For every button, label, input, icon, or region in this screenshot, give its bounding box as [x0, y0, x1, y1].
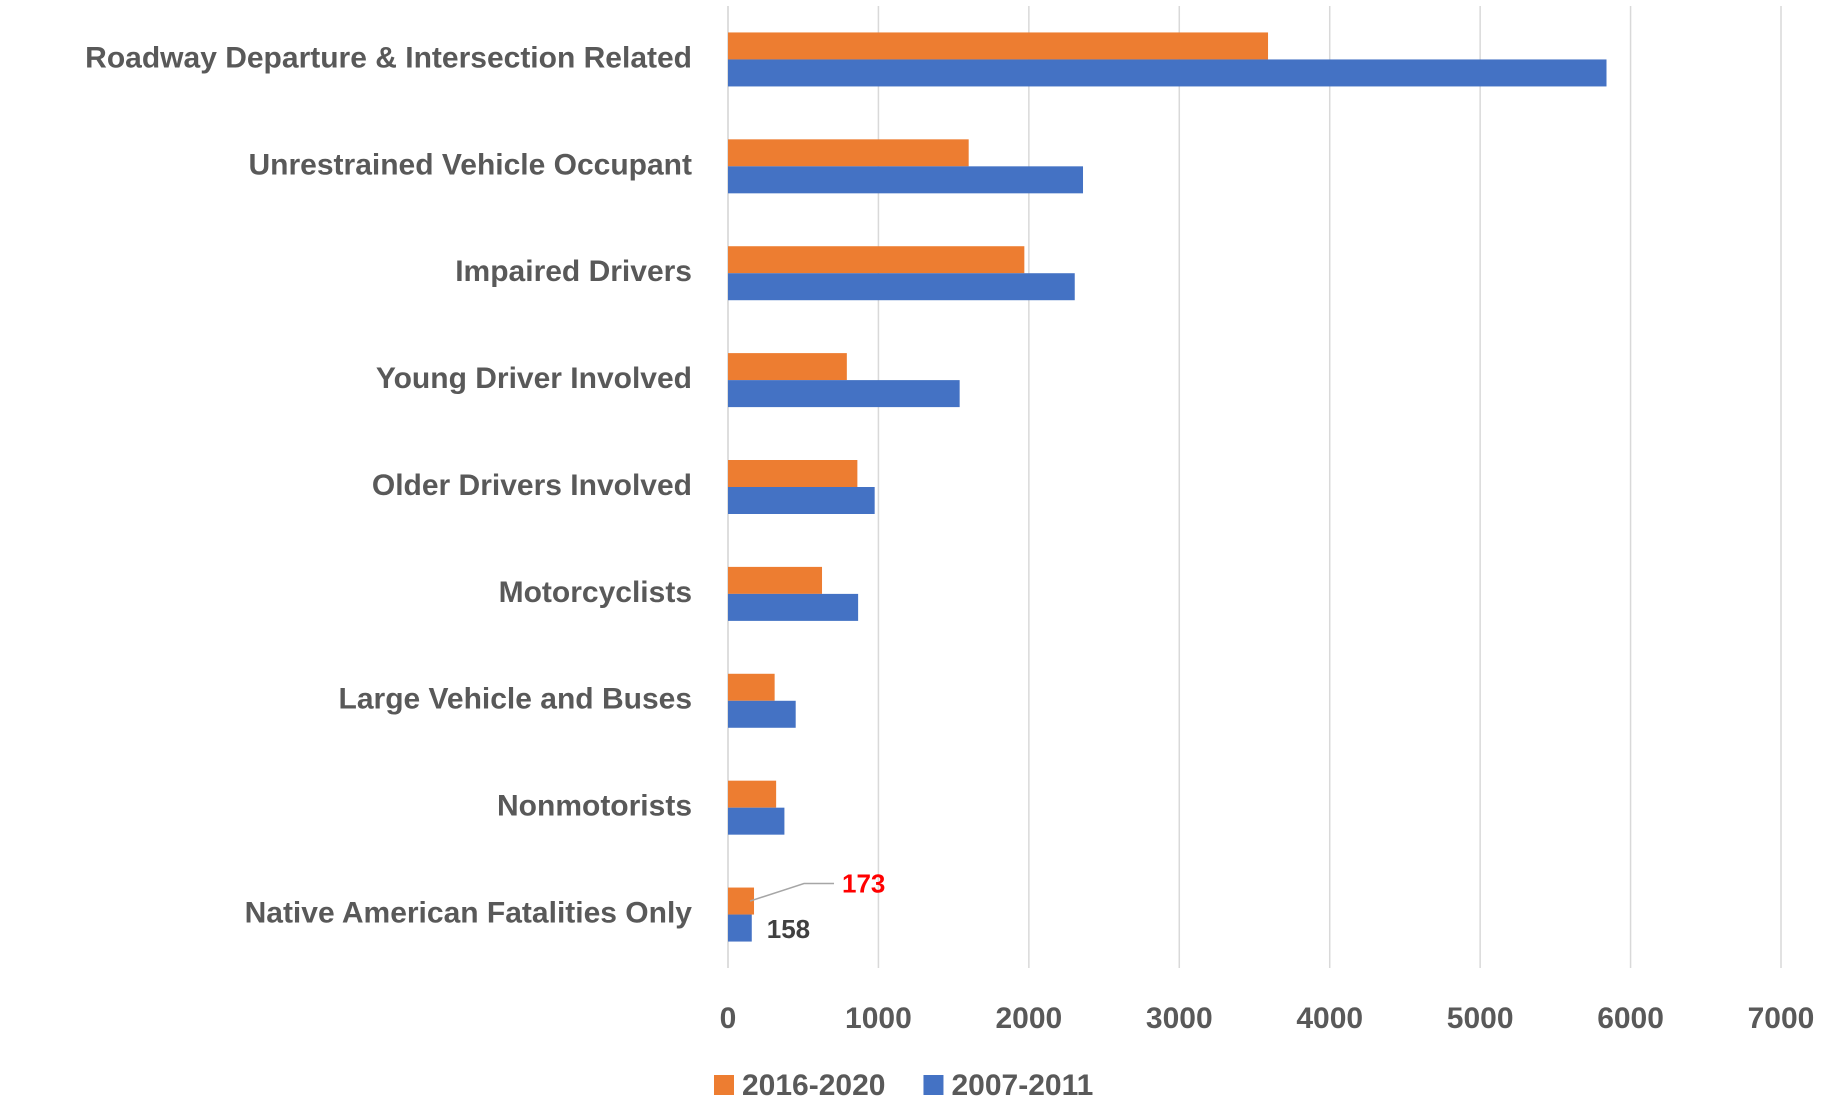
- legend-label: 2007-2011: [951, 1069, 1093, 1101]
- category-label: Nonmotorists: [497, 790, 692, 823]
- legend-swatch: [923, 1075, 944, 1095]
- x-tick-label: 1000: [845, 1002, 912, 1035]
- x-tick-label: 4000: [1296, 1002, 1363, 1035]
- bar: [728, 700, 796, 728]
- bar: [728, 566, 823, 594]
- legend-label: 2016-2020: [742, 1069, 885, 1101]
- bar: [728, 380, 960, 408]
- x-tick-label: 0: [720, 1002, 737, 1035]
- bar: [728, 914, 752, 942]
- bar: [728, 59, 1607, 87]
- leader-line: [749, 882, 835, 902]
- category-label: Older Drivers Involved: [372, 469, 692, 502]
- x-tick-label: 3000: [1146, 1002, 1213, 1035]
- bar: [728, 32, 1269, 60]
- bar: [728, 673, 775, 701]
- x-tick-label: 7000: [1748, 1002, 1815, 1035]
- category-label: Young Driver Involved: [376, 362, 692, 395]
- bar: [728, 487, 875, 514]
- bar: [728, 460, 858, 487]
- category-label: Large Vehicle and Buses: [339, 683, 692, 716]
- bar: [728, 780, 777, 808]
- data-label: 158: [767, 914, 810, 944]
- bar: [728, 887, 755, 915]
- category-label: Motorcyclists: [499, 576, 692, 609]
- x-tick-label: 6000: [1597, 1002, 1664, 1035]
- bar: [728, 273, 1075, 301]
- x-tick-label: 2000: [995, 1002, 1062, 1035]
- legend-swatch: [714, 1075, 734, 1095]
- data-label: 173: [842, 868, 885, 898]
- bar: [728, 593, 859, 621]
- category-label: Unrestrained Vehicle Occupant: [249, 148, 692, 181]
- category-label: Impaired Drivers: [455, 255, 692, 288]
- bar: [728, 353, 847, 381]
- bar: [728, 139, 969, 167]
- category-label: Native American Fatalities Only: [245, 896, 693, 929]
- bar: [728, 166, 1084, 194]
- x-tick-label: 5000: [1447, 1002, 1514, 1035]
- bar: [728, 807, 785, 835]
- category-label: Roadway Departure & Intersection Related: [85, 41, 692, 74]
- bar: [728, 246, 1025, 274]
